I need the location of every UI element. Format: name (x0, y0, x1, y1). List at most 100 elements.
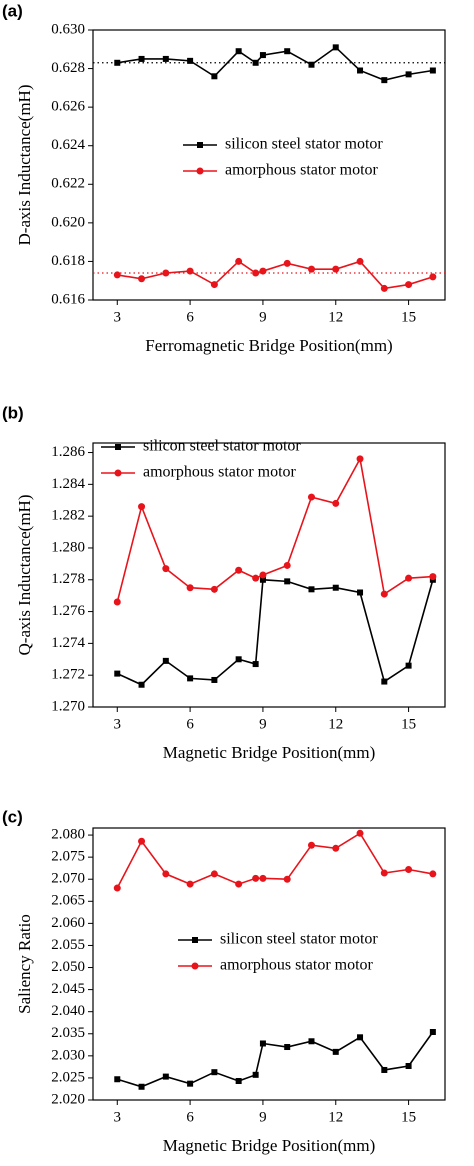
marker (187, 675, 194, 682)
marker (381, 77, 388, 84)
marker (235, 656, 242, 663)
y-tick-label: 1.272 (51, 667, 85, 683)
marker (307, 493, 315, 501)
legend-marker (192, 937, 198, 943)
x-tick-label: 3 (114, 309, 122, 325)
y-tick-label: 0.626 (51, 99, 85, 115)
y-tick-label: 1.278 (51, 571, 85, 587)
x-tick-label: 6 (186, 716, 194, 732)
marker (356, 455, 364, 463)
x-tick-label: 15 (401, 309, 416, 325)
y-tick-label: 2.080 (51, 827, 85, 843)
marker (357, 589, 364, 596)
marker (380, 284, 388, 292)
x-tick-label: 12 (328, 309, 343, 325)
marker (235, 880, 243, 888)
y-tick-label: 1.284 (51, 476, 85, 492)
y-tick-label: 2.030 (51, 1047, 85, 1063)
marker (357, 1034, 364, 1041)
y-tick-label: 2.055 (51, 937, 85, 953)
marker (210, 870, 218, 878)
marker (252, 1071, 259, 1078)
marker (114, 59, 121, 66)
marker (429, 1029, 436, 1035)
y-axis-title: Saliency Ratio (15, 914, 34, 1014)
x-tick-label: 3 (114, 1109, 122, 1125)
y-tick-label: 2.065 (51, 893, 85, 909)
series-line (116, 832, 434, 889)
marker (114, 1076, 121, 1083)
x-tick-label: 9 (259, 716, 267, 732)
marker (308, 61, 315, 68)
plot-frame (92, 29, 446, 301)
marker (113, 884, 121, 892)
marker (332, 499, 340, 507)
marker (138, 1083, 145, 1090)
y-tick-label: 2.035 (51, 1025, 85, 1041)
marker (187, 57, 194, 64)
legend-label: silicon steel stator motor (225, 136, 383, 153)
legend-marker (191, 962, 199, 970)
x-axis-title: Magnetic Bridge Position(mm) (163, 743, 375, 762)
marker (235, 48, 242, 55)
marker (162, 55, 169, 62)
y-tick-label: 1.282 (51, 508, 85, 524)
marker (308, 1038, 315, 1045)
marker (186, 267, 194, 275)
y-tick-label: 1.276 (51, 603, 85, 619)
marker (259, 874, 267, 882)
y-tick-label: 0.628 (51, 60, 85, 76)
x-tick-label: 12 (328, 1109, 343, 1125)
marker (211, 73, 218, 80)
marker (138, 503, 146, 511)
x-tick-label: 6 (186, 1109, 194, 1125)
y-tick-label: 2.025 (51, 1069, 85, 1085)
y-tick-label: 1.274 (51, 635, 85, 651)
y-tick-label: 2.070 (51, 871, 85, 887)
legend-label: amorphous stator motor (143, 464, 297, 481)
marker (162, 657, 169, 664)
marker (380, 590, 388, 598)
y-tick-label: 2.020 (51, 1091, 85, 1107)
legend-label: silicon steel stator motor (143, 438, 301, 455)
marker (405, 662, 412, 669)
marker (405, 866, 413, 874)
marker (284, 578, 291, 585)
x-tick-label: 9 (259, 1109, 267, 1125)
y-axis-title: D-axis Inductance(mH) (15, 85, 34, 246)
marker (380, 869, 388, 877)
marker (235, 566, 243, 574)
x-tick-label: 12 (328, 716, 343, 732)
marker (113, 598, 121, 606)
marker (381, 678, 388, 685)
legend-label: silicon steel stator motor (220, 931, 378, 948)
marker (211, 676, 218, 683)
marker (429, 67, 436, 74)
x-tick-label: 15 (401, 716, 416, 732)
marker (211, 1069, 218, 1076)
x-axis-title: Magnetic Bridge Position(mm) (163, 1136, 375, 1155)
marker (356, 829, 364, 837)
marker (259, 576, 266, 583)
marker (138, 275, 146, 283)
marker (252, 874, 260, 882)
marker (138, 55, 145, 62)
marker (259, 267, 267, 275)
y-tick-label: 1.286 (51, 444, 85, 460)
marker (114, 670, 121, 677)
marker (187, 1080, 194, 1087)
marker (235, 257, 243, 265)
y-tick-label: 1.280 (51, 539, 85, 555)
marker (162, 870, 170, 878)
marker (405, 71, 412, 78)
y-tick-label: 0.616 (51, 291, 85, 307)
marker (356, 257, 364, 265)
marker (210, 281, 218, 289)
y-tick-label: 0.618 (51, 253, 85, 269)
marker (283, 561, 291, 569)
marker (332, 584, 339, 591)
panel-label: (a) (2, 1, 23, 20)
legend-marker (115, 444, 121, 450)
y-tick-label: 2.045 (51, 981, 85, 997)
